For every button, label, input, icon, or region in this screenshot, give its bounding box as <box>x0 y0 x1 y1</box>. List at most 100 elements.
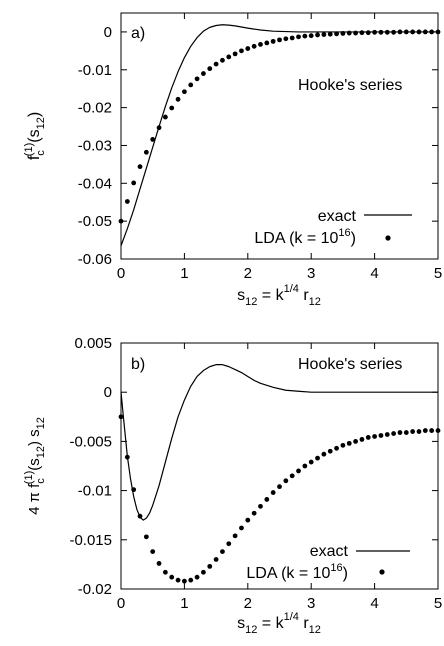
data-point-lda <box>169 574 175 580</box>
data-point-lda <box>302 463 308 469</box>
y-tick-label: -0.06 <box>78 251 112 268</box>
x-tick-label: 2 <box>244 265 252 282</box>
data-point-lda <box>365 435 371 440</box>
data-point-lda <box>315 455 320 461</box>
ylabel-arg: (s <box>26 129 43 142</box>
x-tick-label: 5 <box>434 265 442 282</box>
ylabel-sup: (1) <box>23 471 35 484</box>
series-line-exact <box>120 364 438 521</box>
legend: exact LDA (k = 1016) <box>254 208 412 247</box>
data-point-lda <box>258 42 263 47</box>
data-point-lda <box>397 430 403 435</box>
data-point-lda <box>137 513 143 519</box>
data-point-lda <box>378 433 384 438</box>
data-point-lda <box>359 30 365 36</box>
data-point-lda <box>232 51 238 57</box>
xlabel-rsub: 12 <box>309 296 321 308</box>
data-point-lda <box>346 30 352 36</box>
data-point-lda <box>429 29 435 35</box>
x-tick-label: 3 <box>307 595 315 612</box>
data-point-lda <box>302 33 308 39</box>
data-point-lda <box>391 431 397 436</box>
legend-lda-sup: 16 <box>338 227 350 239</box>
plot-frame <box>120 12 439 260</box>
data-point-lda <box>239 525 244 531</box>
data-point-lda <box>429 428 435 433</box>
ylabel-sub: c <box>35 478 47 484</box>
x-tick-label: 3 <box>307 265 315 282</box>
data-point-lda <box>232 533 238 539</box>
data-point-lda <box>283 478 289 484</box>
data-point-lda <box>188 577 194 583</box>
legend-lda-close: ) <box>343 565 348 582</box>
x-tick-label: 2 <box>244 595 252 612</box>
legend-marker-lda <box>385 235 391 241</box>
data-point-lda <box>175 96 181 102</box>
ylabel-argclose: ) s <box>26 429 43 446</box>
y-tick-label: -0.05 <box>78 213 112 230</box>
data-point-lda <box>162 569 168 575</box>
xlabel-r: r <box>299 287 309 304</box>
legend-label-exact: exact <box>310 543 349 560</box>
y-axis-label: 4 π fc(1)(s12) s12 <box>23 417 47 515</box>
data-point-lda <box>403 29 409 35</box>
y-tick-label: -0.005 <box>69 433 112 450</box>
y-tick-labels: 0.005 0 -0.005 -0.01 -0.015 -0.02 <box>69 335 112 598</box>
ticks <box>120 342 439 590</box>
data-point-lda <box>283 36 289 42</box>
data-point-lda <box>334 31 339 37</box>
data-point-lda <box>213 557 219 562</box>
data-point-lda <box>346 440 352 446</box>
data-point-lda <box>264 497 270 502</box>
data-point-lda <box>131 487 137 493</box>
data-point-lda <box>131 180 137 186</box>
data-point-lda <box>264 40 270 46</box>
data-point-lda <box>327 31 333 37</box>
data-point-lda <box>435 428 441 433</box>
x-tick-label: 0 <box>117 265 125 282</box>
data-point-lda <box>270 38 276 44</box>
data-point-lda <box>137 164 143 170</box>
data-point-lda <box>277 484 282 490</box>
data-point-lda <box>143 149 149 155</box>
data-point-lda <box>188 82 194 88</box>
y-tick-label: 0 <box>104 384 112 401</box>
legend-lda-main: LDA (k = 10 <box>254 230 338 247</box>
data-point-lda <box>162 114 168 120</box>
data-point-lda <box>156 561 162 566</box>
ylabel-tailsub: 12 <box>35 417 47 429</box>
x-tick-label: 1 <box>180 595 188 612</box>
data-point-lda <box>182 89 187 95</box>
data-point-lda <box>118 218 124 224</box>
x-tick-label: 4 <box>370 265 378 282</box>
xlabel-sub: 12 <box>245 296 257 308</box>
series-layer <box>118 364 441 584</box>
x-tick-labels: 0 1 2 3 4 5 <box>117 265 442 282</box>
ylabel-argclose: ) <box>26 112 43 117</box>
x-axis-label: s12 = k1/4 r12 <box>237 611 321 636</box>
series-line-exact <box>120 24 438 246</box>
xlabel-sub: 12 <box>245 624 257 636</box>
y-axis-label: fc(1)(s12) <box>23 112 47 160</box>
data-point-lda <box>391 29 397 35</box>
legend-marker-lda <box>379 569 385 575</box>
x-tick-label: 4 <box>370 595 378 612</box>
data-point-lda <box>340 31 346 36</box>
data-point-lda <box>175 577 181 583</box>
y-tick-label: -0.03 <box>78 137 112 154</box>
legend-label-lda: LDA (k = 1016) <box>254 227 356 247</box>
data-point-lda <box>194 574 200 580</box>
data-point-lda <box>220 549 225 555</box>
panel-label: a) <box>131 25 145 42</box>
plot-frame <box>120 342 439 590</box>
data-point-lda <box>435 29 441 35</box>
data-point-lda <box>156 125 162 131</box>
data-point-lda <box>118 414 124 420</box>
data-point-lda <box>422 29 428 35</box>
x-tick-label: 0 <box>117 595 125 612</box>
data-point-lda <box>422 428 428 433</box>
xlabel-main: s <box>237 615 245 632</box>
